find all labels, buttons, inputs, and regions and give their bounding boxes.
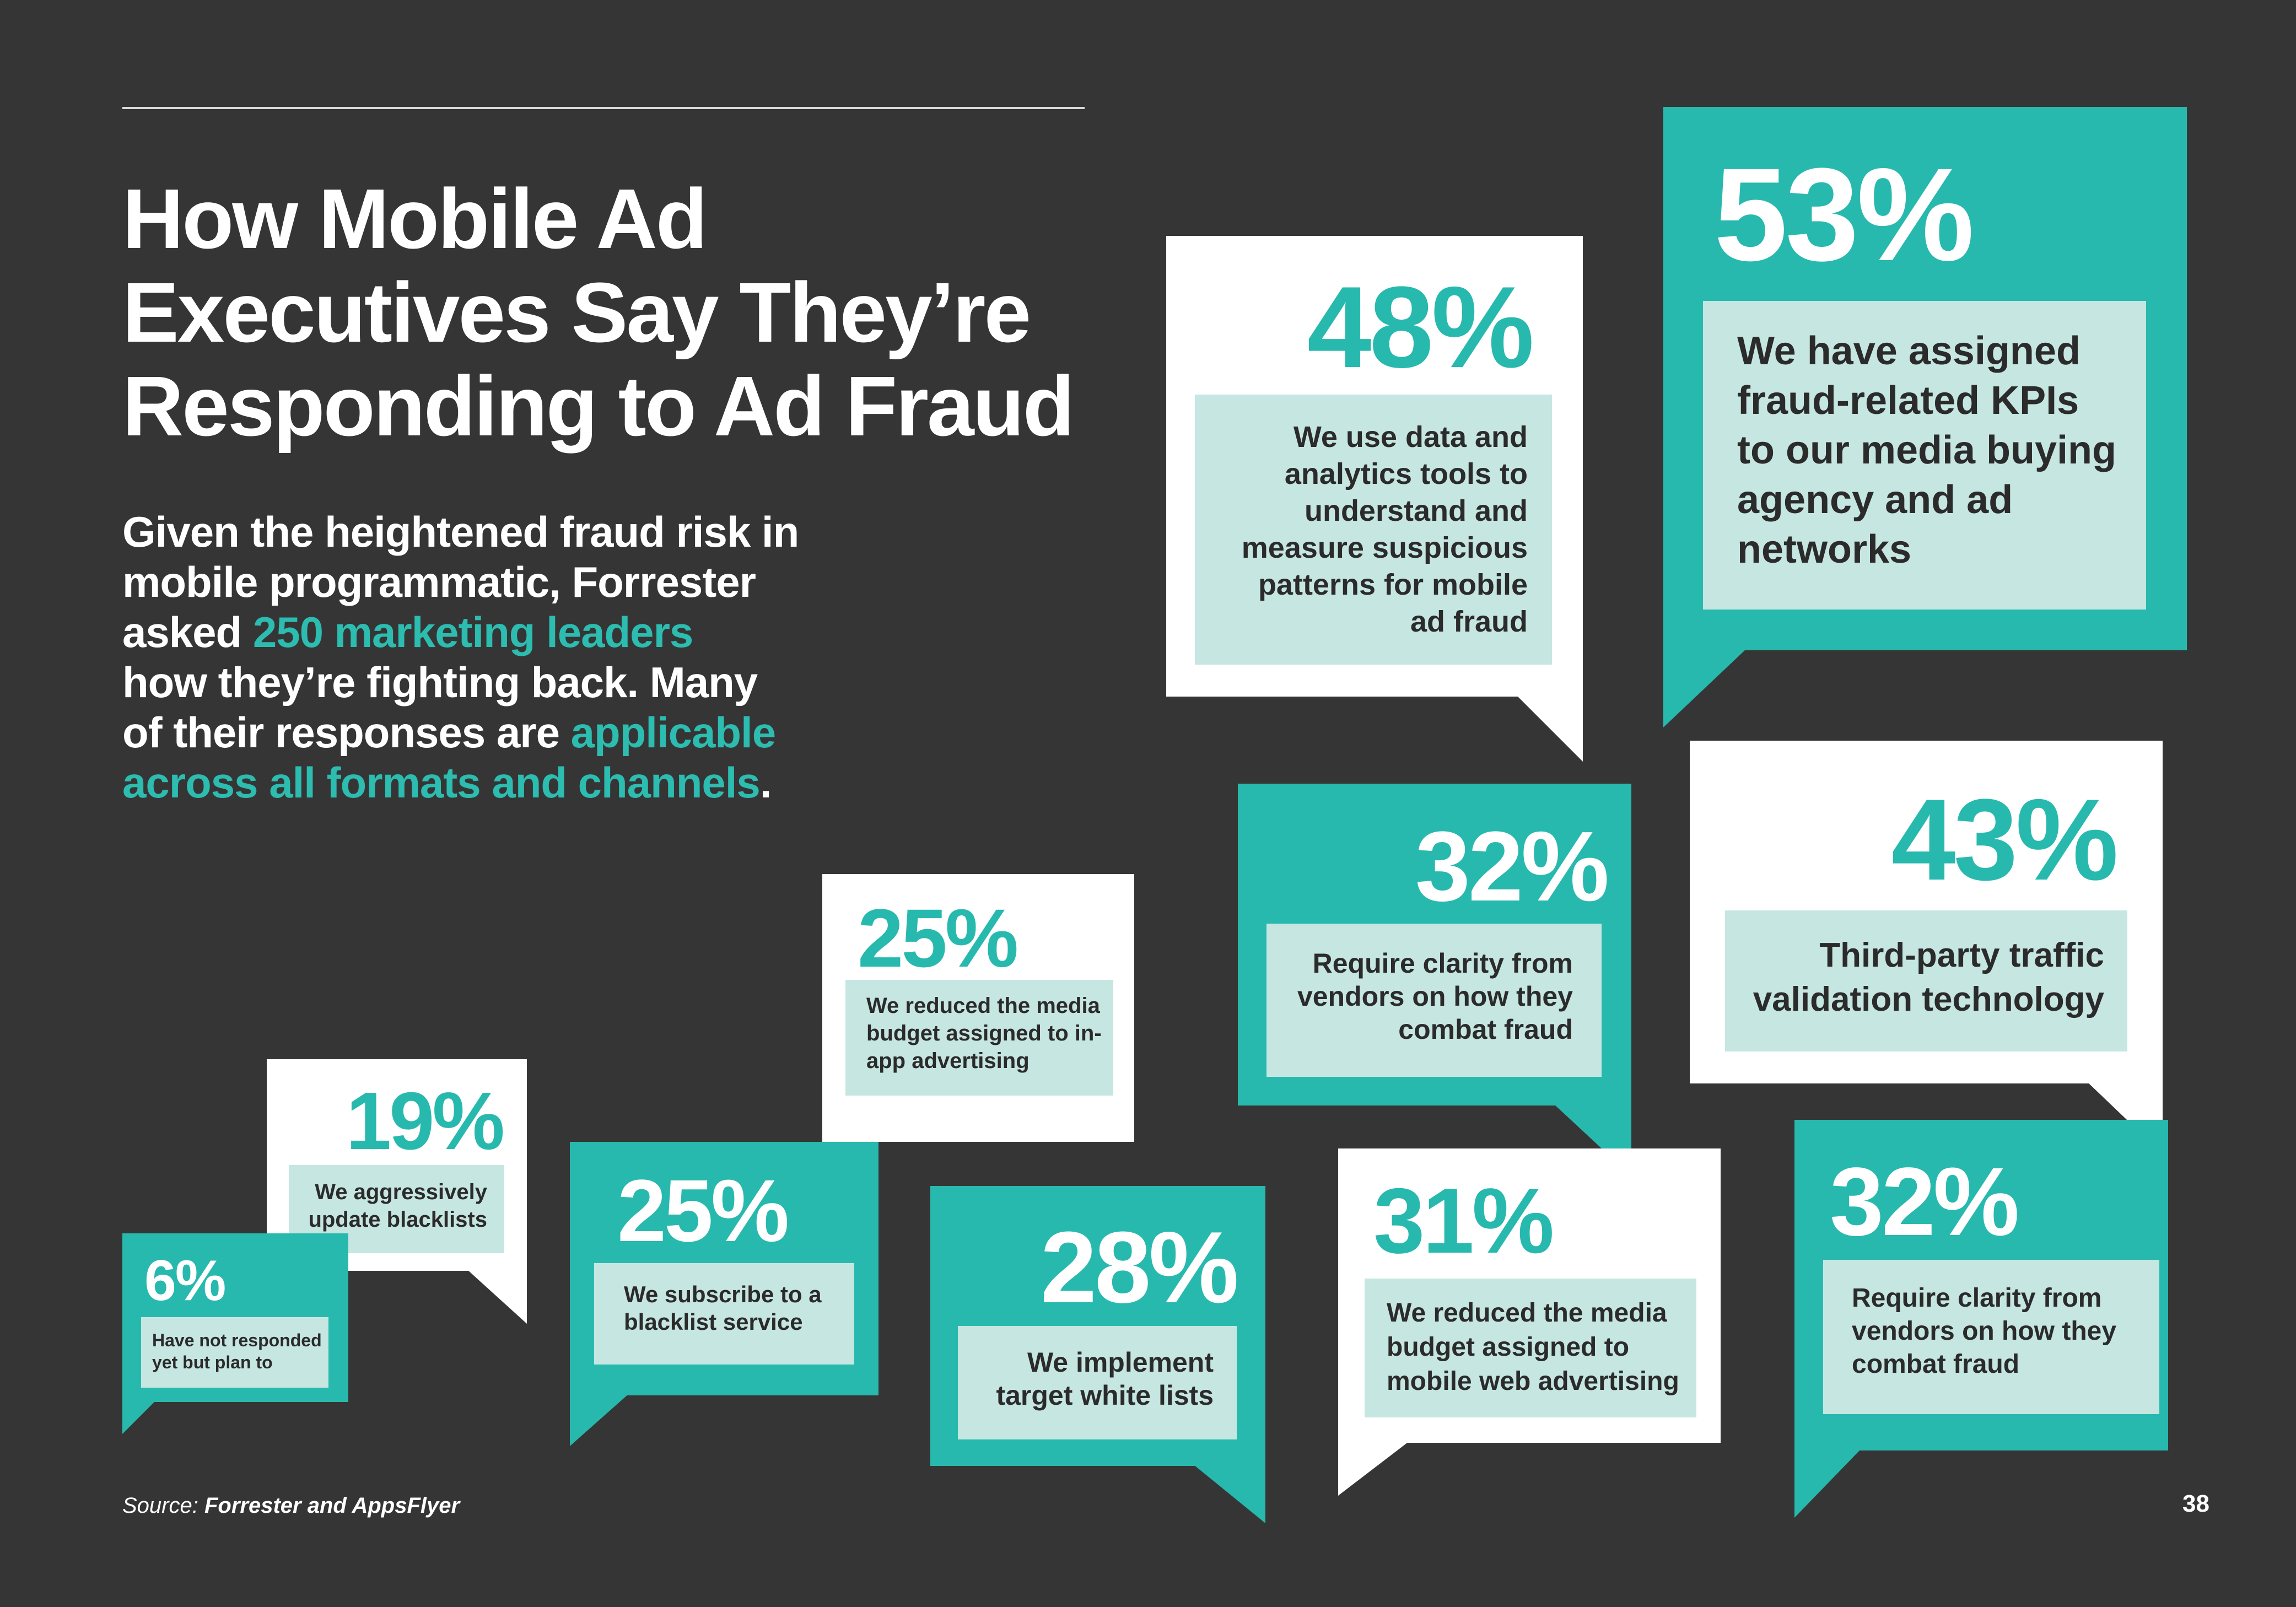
- stat-description-line: fraud-related KPIs: [1737, 379, 2079, 423]
- stat-description-line: measure suspicious: [1241, 531, 1528, 564]
- bubble-tail: [122, 1401, 155, 1434]
- bubble-tail: [1194, 1465, 1265, 1523]
- stat-description-line: We subscribe to a: [624, 1281, 822, 1307]
- stat-description-line: We reduced the media: [866, 994, 1100, 1018]
- top-rule: [122, 107, 1085, 109]
- stat-description-line: patterns for mobile: [1258, 568, 1528, 601]
- stat-percentage: 53%: [1714, 141, 1974, 288]
- intro-text: asked: [122, 608, 253, 656]
- stat-description-line: understand and: [1304, 494, 1528, 527]
- stat-description: Third-party traffic validation technolog…: [1725, 910, 2127, 1051]
- intro-line: Given the heightened fraud risk in: [122, 508, 799, 556]
- source-text: Forrester and AppsFlyer: [198, 1493, 460, 1518]
- intro-text: .: [759, 758, 772, 807]
- stat-description-line: Require clarity from: [1852, 1284, 2102, 1313]
- bubble-tail: [467, 1270, 527, 1324]
- stat-bubble-data-analytics: 48% We use data and analytics tools to u…: [1166, 236, 1583, 762]
- intro-text: of their responses are: [122, 708, 571, 757]
- bubble-tail: [1663, 649, 1746, 727]
- stat-description-line: app advertising: [866, 1049, 1030, 1073]
- stat-description-line: vendors on how they: [1297, 981, 1573, 1012]
- page-title: How Mobile Ad Executives Say They’re Res…: [122, 172, 1114, 453]
- stat-description-line: We aggressively: [315, 1180, 487, 1204]
- stat-description: We subscribe to a blacklist service: [594, 1263, 854, 1365]
- stat-percentage: 32%: [1415, 811, 1609, 922]
- intro-line: across all formats and channels.: [122, 758, 949, 808]
- stat-percentage: 48%: [1307, 262, 1534, 392]
- stat-description: Require clarity from vendors on how they…: [1266, 924, 1602, 1077]
- stat-description-line: We use data and: [1293, 420, 1528, 454]
- intro-line: asked 250 marketing leaders: [122, 607, 949, 657]
- intro-highlight: 250 marketing leaders: [252, 608, 693, 656]
- stat-bubble-plan-to-respond: 6% Have not responded yet but plan to: [122, 1233, 348, 1434]
- stat-percentage: 25%: [617, 1161, 789, 1260]
- stat-description-line: Third-party traffic: [1819, 936, 2104, 974]
- intro-line: mobile programmatic, Forrester: [122, 558, 756, 606]
- stat-bubble-vendor-clarity: 32% Require clarity from vendors on how …: [1238, 784, 1631, 1176]
- stat-description-line: yet but plan to: [152, 1352, 273, 1372]
- stat-description: We use data and analytics tools to under…: [1195, 395, 1552, 665]
- intro-line: of their responses are applicable: [122, 708, 949, 758]
- stat-description-line: budget assigned to: [1387, 1333, 1630, 1362]
- stat-description-line: agency and ad: [1737, 478, 2013, 522]
- stat-description-line: analytics tools to: [1284, 457, 1528, 490]
- page-number: 38: [2182, 1490, 2209, 1517]
- stat-percentage: 32%: [1830, 1148, 2019, 1256]
- stat-percentage: 28%: [1040, 1210, 1239, 1324]
- intro-paragraph: Given the heightened fraud risk in mobil…: [122, 507, 949, 808]
- bubble-tail: [1517, 695, 1583, 762]
- stat-description-line: validation technology: [1753, 980, 2104, 1018]
- stat-description-line: Require clarity from: [1312, 948, 1573, 979]
- stat-description-line: We implement: [1027, 1347, 1214, 1378]
- stat-percentage: 25%: [858, 892, 1018, 984]
- intro-highlight: applicable: [570, 708, 776, 757]
- intro-highlight: across all formats and channels: [122, 758, 761, 807]
- title-line: Responding to Ad Fraud: [122, 359, 1075, 454]
- title-line: How Mobile Ad: [122, 171, 708, 266]
- stat-bubble-fraud-kpis: 53% We have assigned fraud-related KPIs …: [1663, 107, 2187, 727]
- stat-description: Require clarity from vendors on how they…: [1823, 1260, 2159, 1414]
- stat-description-line: vendors on how they: [1852, 1317, 2117, 1346]
- stat-bubble-mobile-web-budget: 31% We reduced the media budget assigned…: [1338, 1148, 1721, 1496]
- source-note: Source: Forrester and AppsFlyer: [122, 1493, 460, 1518]
- stat-description-line: mobile web advertising: [1387, 1367, 1679, 1396]
- stat-description-line: We reduced the media: [1387, 1298, 1667, 1328]
- stat-description-line: networks: [1737, 527, 1912, 571]
- stat-bubble-white-lists: 28% We implement target white lists: [930, 1186, 1265, 1523]
- stat-description-line: combat fraud: [1398, 1014, 1573, 1045]
- stat-description-line: We have assigned: [1737, 329, 2081, 373]
- intro-line: how they’re fighting back. Many: [122, 658, 758, 707]
- stat-percentage: 31%: [1373, 1169, 1554, 1272]
- stat-description: We reduced the media budget assigned to …: [845, 980, 1113, 1096]
- stat-description-line: update blacklists: [308, 1207, 487, 1232]
- stat-percentage: 43%: [1891, 775, 2119, 904]
- stat-description-line: budget assigned to in-: [866, 1021, 1102, 1045]
- stat-description: Have not responded yet but plan to: [141, 1317, 328, 1388]
- stat-description-line: combat fraud: [1852, 1350, 2020, 1379]
- stat-description: We implement target white lists: [958, 1326, 1237, 1439]
- stat-description: We reduced the media budget assigned to …: [1365, 1279, 1696, 1417]
- title-line: Executives Say They’re: [122, 265, 1031, 360]
- stat-bubble-blacklist-service: 25% We subscribe to a blacklist service: [570, 1142, 878, 1446]
- stat-description-line: blacklist service: [624, 1309, 803, 1335]
- bubble-tail: [1794, 1449, 1861, 1518]
- stat-description-line: target white lists: [996, 1380, 1214, 1411]
- stat-bubble-vendor-clarity-2: 32% Require clarity from vendors on how …: [1794, 1120, 2168, 1518]
- stat-description-line: ad fraud: [1410, 605, 1528, 638]
- bubble-tail: [570, 1394, 628, 1446]
- stat-bubble-traffic-validation: 43% Third-party traffic validation techn…: [1690, 741, 2163, 1154]
- stat-description: We have assigned fraud-related KPIs to o…: [1703, 301, 2146, 610]
- stat-bubble-in-app-budget: 25% We reduced the media budget assigned…: [822, 874, 1134, 1190]
- stat-description-line: Have not responded: [152, 1330, 322, 1350]
- bubble-tail: [1338, 1442, 1409, 1496]
- stat-percentage: 6%: [144, 1249, 226, 1313]
- stat-description-line: to our media buying: [1737, 428, 2117, 472]
- source-label: Source:: [122, 1493, 198, 1518]
- stat-percentage: 19%: [346, 1076, 505, 1167]
